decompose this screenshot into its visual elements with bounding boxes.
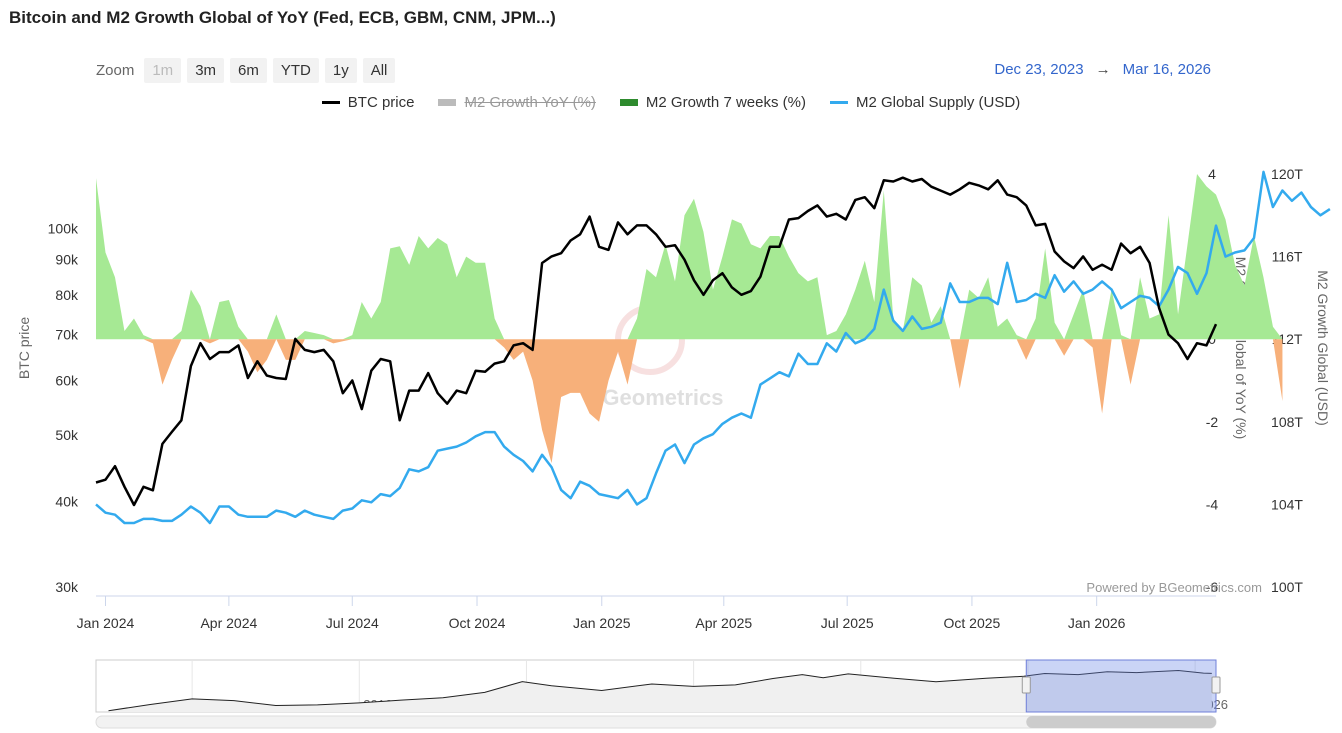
- legend-swatch-btc-price: [321, 101, 340, 104]
- btc-axis-tick-label: 70k: [55, 327, 79, 343]
- legend-item-m2-growth-yoy[interactable]: M2 Growth YoY (%): [438, 94, 596, 111]
- yoy-axis-tick-label: -2: [1206, 414, 1219, 430]
- navigator-selection: [1025, 659, 1217, 713]
- zoom-bar: Zoom 1m 3m 6m YTD 1y All: [96, 56, 401, 84]
- btc-axis-tick-label: 90k: [55, 252, 79, 268]
- navigator-btc-line: [108, 669, 1212, 712]
- date-range: Dec 23, 2023 → Mar 16, 2026: [994, 61, 1211, 78]
- range-to-input[interactable]: Mar 16, 2026: [1122, 61, 1211, 78]
- scrollbar-thumb[interactable]: [1026, 716, 1216, 728]
- supply-axis-tick-label: 120T: [1271, 166, 1303, 182]
- legend: BTC price M2 Growth YoY (%) M2 Growth 7 …: [0, 94, 1342, 111]
- x-tick-label: Jan 2024: [77, 615, 135, 631]
- watermark-text: BGeometrics: [587, 385, 724, 410]
- btc-axis-tick-label: 60k: [55, 373, 79, 389]
- supply-axis-tick-label: 108T: [1271, 414, 1303, 430]
- legend-item-m2-growth-7-weeks[interactable]: M2 Growth 7 weeks (%): [619, 94, 806, 111]
- chart-title: Bitcoin and M2 Growth Global of YoY (Fed…: [9, 8, 556, 27]
- x-tick-label: Oct 2025: [944, 615, 1001, 631]
- btc-axis-tick-label: 40k: [55, 493, 79, 509]
- yoy-axis-tick-label: 4: [1208, 166, 1216, 182]
- x-tick-label: Apr 2024: [200, 615, 257, 631]
- btc-axis-title: BTC price: [16, 317, 32, 379]
- legend-swatch-m2-growth-yoy: [438, 99, 457, 106]
- legend-item-btc-price[interactable]: BTC price: [321, 94, 415, 111]
- navigator-handle-right[interactable]: [1211, 676, 1221, 694]
- zoom-label: Zoom: [96, 61, 135, 79]
- supply-axis-tick-label: 116T: [1272, 249, 1303, 265]
- legend-item-m2-global-supply[interactable]: M2 Global Supply (USD): [829, 94, 1021, 111]
- supply-axis-tick-label: 104T: [1271, 496, 1303, 512]
- zoom-all-button[interactable]: All: [362, 57, 396, 83]
- supply-axis-title: M2 Growth Global (USD): [1315, 270, 1331, 426]
- x-tick-label: Jan 2025: [573, 615, 631, 631]
- btc-axis-tick-label: 80k: [55, 287, 79, 303]
- x-tick-label: Oct 2024: [449, 615, 506, 631]
- legend-label-m2-growth-yoy: M2 Growth YoY (%): [464, 94, 596, 111]
- range-arrow: →: [1095, 61, 1111, 78]
- x-tick-label: Apr 2025: [695, 615, 752, 631]
- zoom-6m-button[interactable]: 6m: [230, 57, 267, 83]
- navigator-handle-left[interactable]: [1021, 676, 1031, 694]
- range-from-input[interactable]: Dec 23, 2023: [994, 61, 1084, 78]
- yoy-axis-tick-label: -4: [1206, 496, 1219, 512]
- legend-label-btc-price: BTC price: [347, 94, 415, 111]
- m2-growth-positive-area: [96, 174, 1283, 340]
- btc-axis-tick-label: 30k: [55, 579, 79, 595]
- btc-price-line: [95, 176, 1218, 507]
- x-tick-label: Jul 2025: [821, 615, 874, 631]
- legend-swatch-m2-growth-7-weeks: [619, 99, 638, 106]
- m2-global-supply-line: [95, 170, 1331, 525]
- x-tick-label: Jan 2026: [1068, 615, 1126, 631]
- legend-label-m2-global-supply: M2 Global Supply (USD): [855, 94, 1021, 111]
- zoom-1y-button[interactable]: 1y: [324, 57, 357, 83]
- zoom-ytd-button[interactable]: YTD: [272, 57, 319, 83]
- supply-axis-tick-label: 100T: [1271, 579, 1303, 595]
- credits-link[interactable]: Powered by BGeometrics.com: [1086, 580, 1262, 595]
- legend-swatch-m2-global-supply: [829, 101, 848, 104]
- btc-axis-tick-label: 100k: [48, 220, 79, 236]
- x-tick-label: Jul 2024: [326, 615, 379, 631]
- zoom-1m-button[interactable]: 1m: [144, 57, 182, 83]
- zoom-3m-button[interactable]: 3m: [187, 57, 225, 83]
- legend-label-m2-growth-7-weeks: M2 Growth 7 weeks (%): [645, 94, 806, 111]
- btc-axis-tick-label: 50k: [55, 427, 79, 443]
- yoy-axis-tick-label: -6: [1206, 579, 1219, 595]
